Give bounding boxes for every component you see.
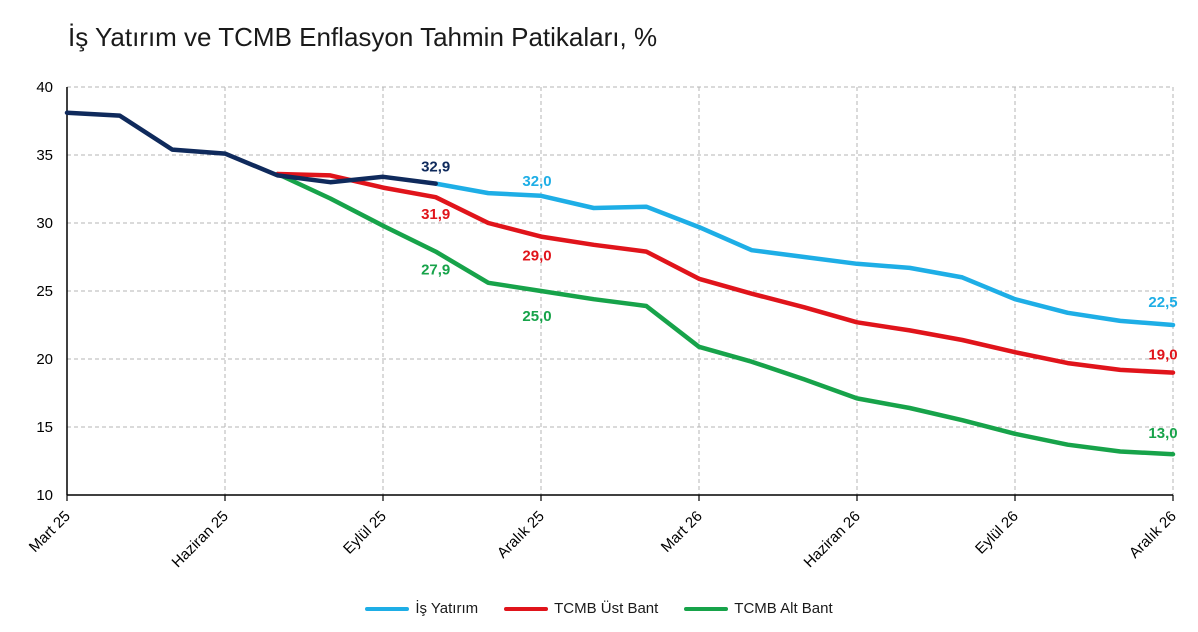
legend-label-tcmb-ust-bant: TCMB Üst Bant [554,600,659,617]
y-tick-label-35: 35 [36,147,53,164]
y-tick-label-15: 15 [36,419,53,436]
x-tick-label-eylul-25: Eylül 25 [340,508,390,558]
data-label-6: 22,5 [1148,294,1177,311]
legend-item-tcmb-ust-bant: TCMB Üst Bant [504,600,658,617]
legend-swatch-is-yatirim [365,606,410,611]
y-tick-label-30: 30 [36,215,53,232]
data-label-7: 19,0 [1148,347,1177,364]
data-label-3: 29,0 [522,248,551,265]
x-tick-label-aralik-25: Aralık 25 [494,508,548,562]
grid-lines [67,86,1174,495]
data-labels: 32,9 32,0 31,9 29,0 27,9 25,0 22,5 19,0 13,0 [421,159,1178,443]
x-tick-label-aralik-26: Aralık 26 [1126,508,1180,562]
data-label-5: 25,0 [522,308,551,325]
legend-swatch-tcmb-ust-bant [504,606,549,611]
data-label-1: 32,0 [522,173,551,190]
x-tick-label-mart-26: Mart 26 [658,508,706,556]
x-tick-label-eylul-26: Eylül 26 [972,508,1022,558]
legend-label-is-yatirim: İş Yatırım [415,600,479,617]
x-tick-label-haziran-26: Haziran 26 [801,508,864,571]
data-label-0: 32,9 [421,159,450,176]
y-tick-label-10: 10 [36,487,53,504]
data-label-4: 27,9 [421,262,450,279]
x-tick-label-haziran-25: Haziran 25 [169,508,232,571]
data-label-8: 13,0 [1148,425,1177,442]
y-tick-label-25: 25 [36,283,53,300]
x-tick-label-mart-25: Mart 25 [26,508,74,556]
series-line-tcmb-alt-bant [275,171,1176,457]
series-line-gerceklesen [64,110,438,186]
legend-item-is-yatirim: İş Yatırım [365,600,478,617]
y-tick-label-40: 40 [36,79,53,96]
y-tick-label-20: 20 [36,351,53,368]
legend-label-tcmb-alt-bant: TCMB Alt Bant [734,600,833,617]
series-line-tcmb-ust-bant [275,171,1176,375]
chart-title: İş Yatırım ve TCMB Enflasyon Tahmin Pati… [68,22,658,52]
series-lines [64,110,1176,457]
legend-swatch-tcmb-alt-bant [684,606,729,611]
data-label-2: 31,9 [421,206,450,223]
legend-item-tcmb-alt-bant: TCMB Alt Bant [684,600,833,617]
series-line-i-s-yatirim [433,181,1176,328]
legend: İş Yatırım TCMB Üst Bant TCMB Alt Bant [0,600,1198,617]
